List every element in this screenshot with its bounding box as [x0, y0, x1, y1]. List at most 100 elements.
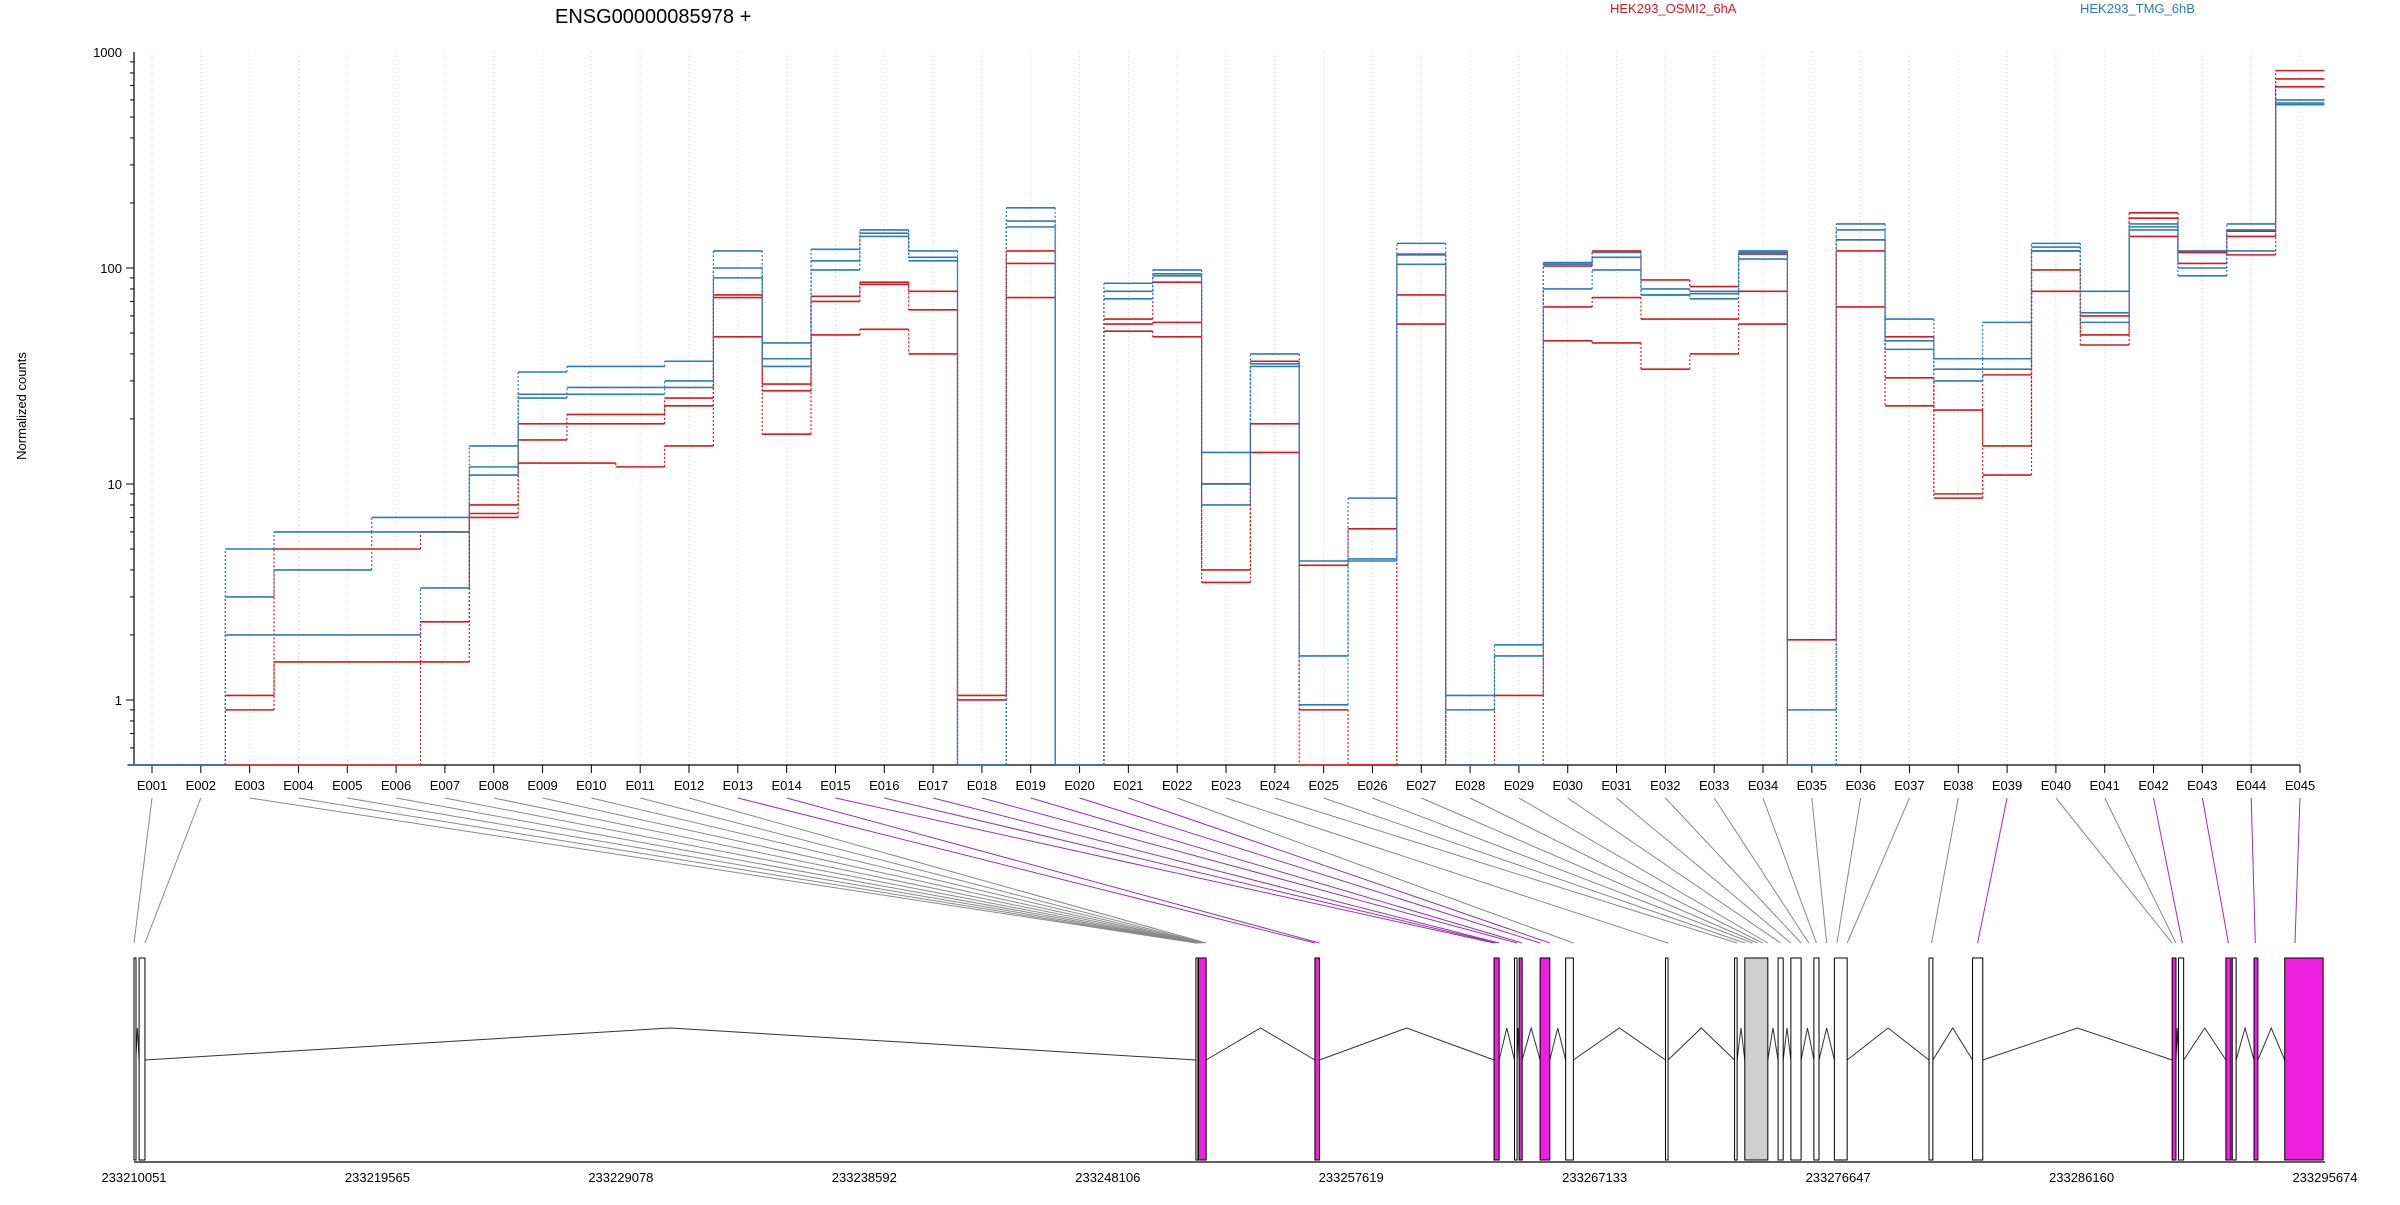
exon-link-line	[1323, 797, 1745, 944]
x-tick-label: E019	[1016, 778, 1046, 793]
exon-link-line	[591, 797, 1203, 944]
exon-box	[2171, 957, 2177, 1161]
exon-link-line	[981, 797, 1518, 944]
exon-link-line	[2250, 797, 2256, 944]
x-tick-label: E035	[1797, 778, 1827, 793]
x-tick-label: E005	[332, 778, 362, 793]
y-tick-label: 1000	[93, 45, 122, 60]
x-tick-label: E038	[1943, 778, 1973, 793]
exon-box	[1197, 957, 1207, 1161]
intron-line	[1549, 1027, 1567, 1061]
exon-link-line	[1616, 797, 1792, 944]
exon-link-line	[1664, 797, 1802, 944]
genomic-coordinate-label: 233219565	[345, 1170, 410, 1185]
exon-link-line	[1713, 797, 1810, 944]
x-tick-label: E008	[479, 778, 509, 793]
exon-link-line	[2104, 797, 2177, 944]
exon-box	[2284, 957, 2324, 1161]
exon-link-line	[1518, 797, 1769, 944]
genomic-coordinate-label: 233248106	[1075, 1170, 1140, 1185]
exon-link-line	[1225, 797, 1669, 944]
exon-box	[1664, 957, 1669, 1161]
intron-line	[1205, 1027, 1316, 1061]
x-tick-label: E029	[1504, 778, 1534, 793]
exon-link-line	[144, 797, 202, 944]
x-tick-label: E004	[283, 778, 313, 793]
intron-line	[1982, 1027, 2173, 1061]
exon-box	[1777, 957, 1784, 1161]
genomic-coordinate-label: 233210051	[101, 1170, 166, 1185]
intron-line	[1846, 1027, 1930, 1061]
x-tick-label: E007	[430, 778, 460, 793]
exon-link-line	[1811, 797, 1828, 944]
x-tick-label: E011	[625, 778, 654, 793]
exon-box	[1539, 957, 1551, 1161]
exon-box	[2231, 957, 2237, 1161]
intron-line	[1319, 1027, 1495, 1061]
exon-box	[2225, 957, 2232, 1161]
genomic-coordinate-label: 233257619	[1319, 1170, 1384, 1185]
exon-box	[1790, 957, 1802, 1161]
y-tick-label: 10	[108, 477, 122, 492]
intron-line	[2183, 1027, 2227, 1061]
exon-link-line	[2201, 797, 2229, 944]
x-tick-label: E040	[2041, 778, 2071, 793]
exon-box	[133, 957, 137, 1161]
exon-link-line	[1421, 797, 1758, 944]
genomic-coordinate-label: 233267133	[1562, 1170, 1627, 1185]
exon-link-line	[298, 797, 1197, 944]
exon-link-line	[493, 797, 1200, 944]
intron-line	[1767, 1027, 1779, 1061]
y-tick-label: 100	[100, 261, 122, 276]
exon-box	[1744, 957, 1769, 1161]
coverage-series	[127, 69, 2325, 766]
exon-link-line	[1274, 797, 1738, 944]
genomic-coordinate-label: 233286160	[2049, 1170, 2114, 1185]
exon-link-line	[737, 797, 1316, 944]
x-tick-label: E024	[1260, 778, 1290, 793]
exon-link-line	[133, 797, 153, 944]
genomic-coordinate-label: 233276647	[1806, 1170, 1871, 1185]
x-tick-label: E015	[820, 778, 850, 793]
x-tick-label: E037	[1894, 778, 1924, 793]
intron-line	[1667, 1027, 1735, 1061]
exon-link-line	[1469, 797, 1763, 944]
genomic-coordinate-label: 233295674	[2292, 1170, 2357, 1185]
intron-line	[2235, 1026, 2255, 1061]
intron-line	[1521, 1026, 1541, 1061]
intron-line	[1818, 1027, 1835, 1061]
x-tick-label: E033	[1699, 778, 1729, 793]
exon-link-line	[2153, 797, 2183, 944]
exon-link-line	[1567, 797, 1781, 944]
exon-link-line	[249, 797, 1196, 944]
exon-box	[1513, 957, 1518, 1161]
exon-box	[1493, 957, 1500, 1161]
exon-link-line	[835, 797, 1495, 944]
x-tick-label: E001	[137, 778, 167, 793]
x-tick-label: E016	[869, 778, 899, 793]
x-tick-label: E003	[234, 778, 264, 793]
exon-box	[1972, 957, 1984, 1161]
x-tick-label: E042	[2138, 778, 2168, 793]
x-tick-label: E030	[1553, 778, 1583, 793]
exon-link-line	[1836, 797, 1862, 944]
x-tick-label: E021	[1113, 778, 1143, 793]
x-tick-label: E044	[2236, 778, 2266, 793]
x-tick-label: E028	[1455, 778, 1485, 793]
x-tick-label: E034	[1748, 778, 1778, 793]
x-tick-label: E022	[1162, 778, 1192, 793]
x-tick-label: E012	[674, 778, 704, 793]
exon-box	[1565, 957, 1574, 1161]
x-tick-label: E027	[1406, 778, 1436, 793]
genomic-coordinate-label: 233238592	[832, 1170, 897, 1185]
y-axis-label: Normalized counts	[14, 352, 29, 460]
exon-box	[2178, 957, 2185, 1161]
intron-line	[1932, 1027, 1973, 1061]
exon-link-line	[932, 797, 1500, 944]
exon-box	[138, 957, 146, 1161]
exon-link-line	[640, 797, 1204, 944]
exon-box	[1734, 957, 1738, 1161]
intron-line	[1736, 1027, 1746, 1061]
